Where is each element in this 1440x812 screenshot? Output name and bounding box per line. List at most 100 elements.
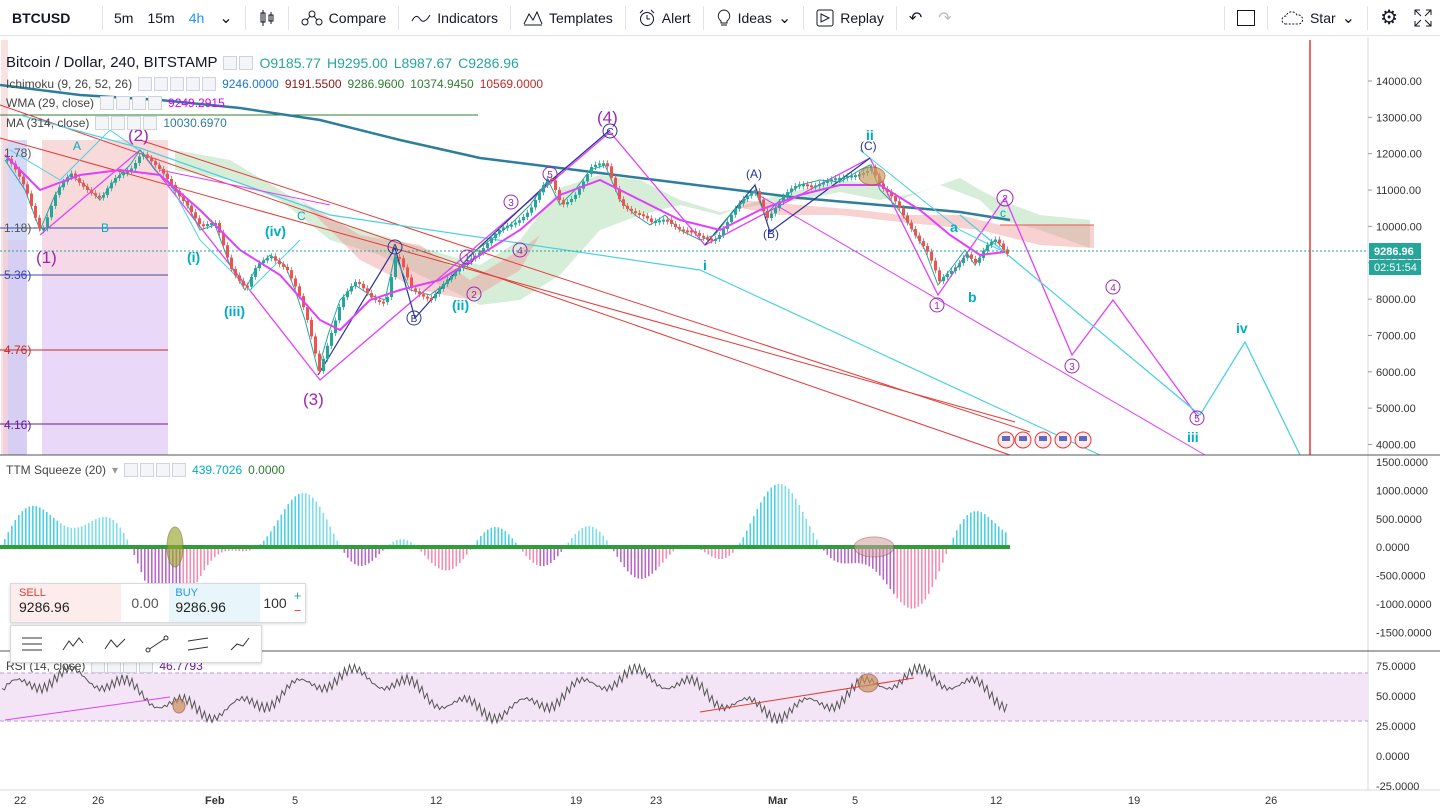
undo-button[interactable]: ↶ — [901, 0, 930, 36]
ttm-bar — [714, 547, 717, 559]
time-tick-label: 12 — [430, 795, 442, 807]
symbol-search[interactable]: BTCUSD — [12, 9, 71, 26]
timeframe-15m[interactable]: 15m — [147, 9, 175, 26]
ttm-bar — [319, 506, 321, 547]
fullscreen-box-button[interactable] — [1229, 0, 1263, 36]
wave-label-a: a — [950, 219, 958, 235]
ttm-bar — [529, 547, 531, 560]
increase-button[interactable]: + — [293, 588, 302, 603]
star-button[interactable]: Star ⌄ — [1272, 0, 1363, 36]
ttm-tick-label: 500.0000 — [1376, 514, 1422, 526]
candle — [926, 246, 929, 252]
ttm-bar — [46, 512, 48, 547]
candle — [750, 193, 753, 196]
legend-buttons[interactable] — [138, 77, 217, 91]
ma-name[interactable]: MA (314, close) — [6, 116, 90, 130]
chevron-down-icon[interactable]: ▾ — [112, 463, 119, 477]
price-tick-label: 7000.00 — [1376, 330, 1416, 342]
ttm-bar — [186, 547, 188, 601]
price-tick-label: 12000.00 — [1376, 149, 1422, 161]
redo-button[interactable]: ↷ — [930, 0, 959, 36]
compare-button[interactable]: Compare — [293, 0, 395, 36]
candle — [426, 296, 429, 299]
ichimoku-v5: 10569.0000 — [479, 77, 544, 91]
candle — [834, 178, 837, 181]
ttm-bar — [662, 547, 664, 563]
ttm-bar — [1001, 529, 1004, 547]
chart-type-button[interactable] — [250, 0, 284, 36]
ttm-bar — [109, 517, 111, 547]
buy-button[interactable]: BUY 9286.96 — [169, 584, 261, 622]
elliott-wave-button[interactable] — [58, 629, 88, 659]
legend-buttons[interactable] — [223, 55, 254, 70]
undo-icon: ↶ — [908, 9, 923, 27]
ttm-bar — [42, 509, 45, 547]
ttm-bar — [970, 512, 972, 547]
ttm-bar — [487, 529, 489, 547]
path-tool-button[interactable] — [225, 629, 255, 659]
candle — [690, 230, 693, 233]
templates-button[interactable]: Templates — [515, 0, 621, 36]
legend-buttons[interactable] — [100, 96, 163, 110]
candle — [642, 214, 645, 217]
candle — [662, 219, 665, 222]
timeframe-5m[interactable]: 5m — [114, 9, 134, 26]
spread: 0.00 — [131, 595, 159, 611]
ttm-bar — [238, 547, 241, 552]
candle — [118, 175, 121, 179]
settings-button[interactable]: ⚙ — [1372, 0, 1406, 36]
ttm-bar — [140, 547, 143, 573]
candle — [134, 162, 137, 169]
alert-button[interactable]: Alert — [630, 0, 699, 36]
ttm-bar — [665, 547, 668, 559]
quantity-field[interactable]: 100 — [263, 595, 287, 611]
wma-name[interactable]: WMA (29, close) — [6, 96, 95, 110]
candle — [418, 291, 421, 295]
ttm-bar — [770, 487, 773, 547]
ttm-bar — [567, 542, 570, 547]
timeframe-dropdown[interactable]: ⌄ — [211, 0, 240, 36]
wave-label-B: B — [101, 221, 109, 235]
replay-button[interactable]: Replay — [808, 0, 892, 36]
ttm-bar — [753, 516, 755, 547]
candle — [762, 199, 765, 211]
ttm-bar — [4, 539, 6, 547]
ttm-bar — [812, 533, 815, 547]
candle — [954, 267, 957, 271]
parallel-channel-button[interactable] — [183, 629, 213, 659]
ichimoku-name[interactable]: Ichimoku (9, 26, 52, 26) — [6, 77, 133, 91]
path-icon — [230, 637, 250, 651]
candle — [206, 224, 209, 227]
legend-buttons[interactable] — [124, 463, 187, 477]
fib-label: 5.36) — [4, 268, 32, 282]
ttm-value-2: 0.0000 — [248, 463, 285, 477]
trend-line-button[interactable] — [142, 629, 172, 659]
sell-button[interactable]: SELL 9286.96 — [11, 584, 121, 622]
candle — [114, 178, 117, 183]
ttm-bar — [263, 540, 265, 547]
ttm-bar — [508, 534, 510, 547]
indicators-button[interactable]: Indicators — [403, 0, 506, 36]
ttm-bar — [200, 547, 202, 576]
timeframe-4h[interactable]: 4h — [188, 9, 205, 26]
ttm-bar — [613, 547, 615, 552]
ideas-button[interactable]: Ideas ⌄ — [708, 0, 800, 36]
decrease-button[interactable]: − — [293, 603, 302, 618]
candle — [442, 283, 445, 289]
candle — [674, 223, 677, 228]
time-tick-label: Mar — [768, 795, 788, 807]
ttm-bar — [945, 547, 948, 555]
candle — [538, 192, 541, 200]
ttm-bar — [924, 547, 927, 600]
price-tick-label: 14000.00 — [1376, 76, 1422, 88]
candle — [250, 276, 253, 287]
fib-tool-button[interactable] — [17, 629, 47, 659]
legend-buttons[interactable] — [95, 116, 158, 130]
ttm-bar — [732, 547, 734, 553]
abc-wave-button[interactable] — [100, 629, 130, 659]
ttm-name[interactable]: TTM Squeeze (20) — [6, 463, 107, 477]
candle — [510, 224, 513, 227]
fullscreen-button[interactable] — [1406, 0, 1440, 36]
divider — [1223, 5, 1225, 30]
